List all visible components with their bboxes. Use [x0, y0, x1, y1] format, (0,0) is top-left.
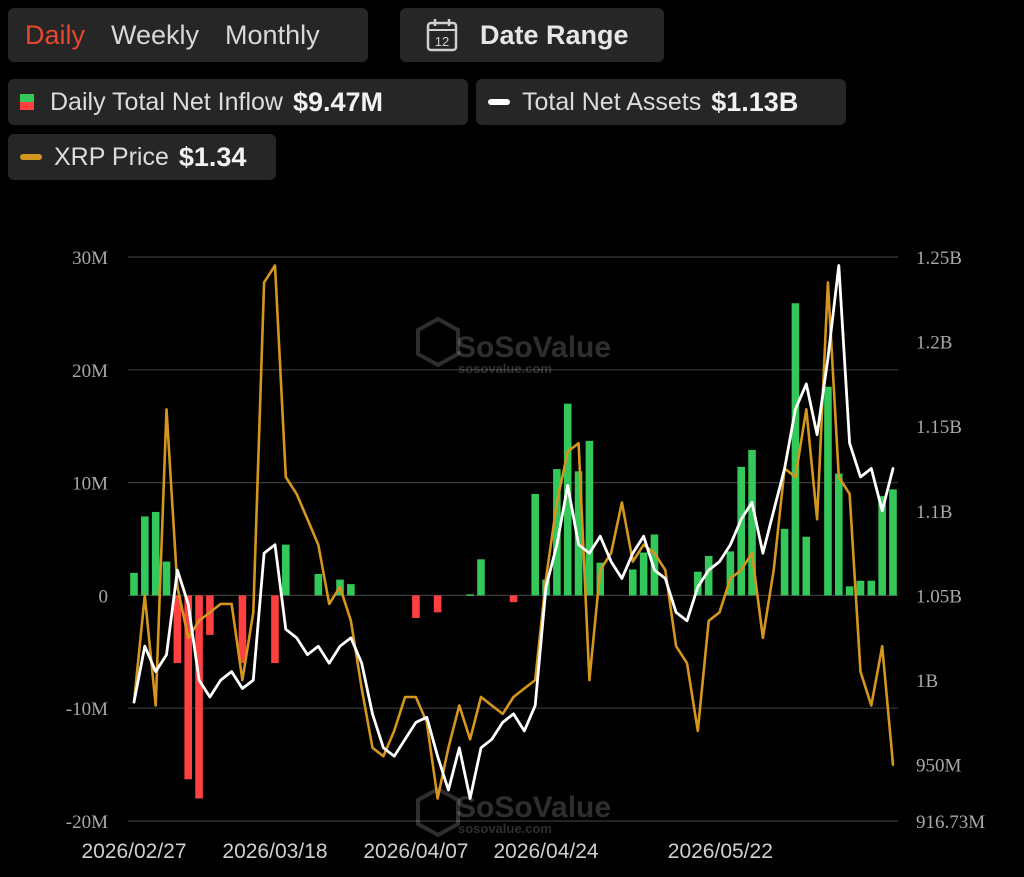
- legend-price-label: XRP Price: [54, 142, 169, 171]
- inflow-bar[interactable]: [553, 469, 561, 596]
- watermark-brand-bottom: SoSoValue: [456, 791, 611, 824]
- xrp-price-polyline[interactable]: [132, 264, 895, 800]
- right-tick-label: 1.15B: [916, 417, 962, 438]
- inflow-swatch-icon: [20, 94, 34, 110]
- inflow-bar[interactable]: [878, 496, 886, 596]
- total-net-assets-polyline[interactable]: [132, 264, 895, 800]
- inflow-bar[interactable]: [271, 595, 279, 664]
- inflow-bar[interactable]: [737, 466, 745, 596]
- inflow-bar[interactable]: [726, 551, 735, 596]
- calendar-icon: 12: [426, 19, 458, 52]
- inflow-bar[interactable]: [314, 573, 323, 596]
- inflow-bar[interactable]: [585, 440, 594, 596]
- legend-assets-value: $1.13B: [711, 86, 799, 117]
- right-tick-label: 1.25B: [916, 248, 962, 269]
- inflow-bar[interactable]: [639, 552, 648, 596]
- inflow-bar[interactable]: [889, 489, 897, 596]
- date-range-label: Date Range: [480, 19, 629, 50]
- tab-daily[interactable]: Daily: [25, 20, 86, 50]
- x-tick-label: 2026/04/07: [363, 840, 468, 863]
- left-tick-label: 20M: [72, 361, 108, 382]
- x-tick-label: 2026/05/22: [668, 840, 773, 863]
- inflow-bar[interactable]: [574, 471, 583, 596]
- inflow-bar[interactable]: [466, 594, 474, 596]
- inflow-bar[interactable]: [531, 493, 539, 596]
- x-axis: 2026/02/27 2026/03/18 2026/04/07 2026/04/24…: [81, 840, 772, 863]
- watermark: SoSoValue sosovalue.com SoSoValue sosova…: [416, 316, 611, 838]
- inflow-bar[interactable]: [856, 580, 865, 596]
- calendar-icon-day: 12: [435, 34, 449, 49]
- inflow-bar[interactable]: [694, 571, 702, 596]
- watermark-url-bottom: sosovalue.com: [458, 821, 552, 836]
- left-tick-label: 10M: [72, 474, 108, 495]
- inflow-bar[interactable]: [509, 595, 518, 603]
- right-tick-label: 1.1B: [916, 502, 952, 523]
- inflow-bar[interactable]: [238, 595, 247, 664]
- left-tick-label: -10M: [66, 699, 108, 720]
- inflow-bar[interactable]: [748, 449, 756, 596]
- x-tick-label: 2026/04/24: [493, 840, 598, 863]
- left-tick-label: 0: [99, 586, 109, 607]
- right-tick-label: 916.73M: [916, 812, 985, 833]
- period-tabs: Daily Weekly Monthly: [8, 8, 368, 62]
- right-axis: 1.25B 1.2B 1.15B 1.1B 1.05B 1B 950M 916.73M: [916, 248, 985, 833]
- total-net-assets-line: [132, 264, 895, 800]
- left-tick-label: -20M: [66, 812, 108, 833]
- inflow-bar[interactable]: [141, 516, 149, 596]
- inflow-bars: [130, 303, 897, 799]
- inflow-bar[interactable]: [412, 595, 420, 618]
- inflow-bar[interactable]: [173, 595, 182, 664]
- inflow-bar[interactable]: [824, 386, 832, 596]
- legend-daily-net-inflow[interactable]: Daily Total Net Inflow $9.47M: [8, 79, 468, 125]
- date-range-button[interactable]: 12 Date Range: [400, 8, 664, 62]
- inflow-bar[interactable]: [650, 534, 659, 596]
- inflow-bar[interactable]: [162, 561, 171, 596]
- inflow-bar[interactable]: [628, 569, 637, 596]
- watermark-url: sosovalue.com: [458, 361, 552, 376]
- tab-monthly[interactable]: Monthly: [225, 20, 320, 50]
- inflow-bar[interactable]: [206, 595, 214, 635]
- inflow-bar[interactable]: [867, 580, 876, 596]
- legend-inflow-value: $9.47M: [292, 86, 384, 117]
- watermark-logo-icon: [416, 316, 460, 368]
- inflow-bar[interactable]: [195, 595, 203, 799]
- watermark-bottom: SoSoValue sosovalue.com: [416, 786, 611, 838]
- legend-total-net-assets[interactable]: Total Net Assets $1.13B: [476, 79, 846, 125]
- legend-xrp-price[interactable]: XRP Price $1.34: [8, 134, 276, 180]
- watermark-brand: SoSoValue: [456, 331, 611, 364]
- inflow-bar[interactable]: [834, 473, 843, 596]
- inflow-bar[interactable]: [433, 595, 442, 613]
- legend-assets-label: Total Net Assets: [522, 87, 702, 116]
- inflow-bar[interactable]: [563, 403, 572, 596]
- right-tick-label: 1.05B: [916, 586, 962, 607]
- price-swatch-icon: [20, 154, 42, 160]
- x-tick-label: 2026/02/27: [81, 840, 186, 863]
- inflow-bar[interactable]: [282, 544, 290, 596]
- inflow-bar[interactable]: [151, 511, 160, 596]
- right-tick-label: 1.2B: [916, 333, 952, 354]
- xrp-price-line: [132, 264, 895, 800]
- inflow-bar[interactable]: [845, 586, 854, 596]
- right-tick-label: 950M: [916, 756, 962, 777]
- watermark-logo-icon-bottom: [416, 786, 460, 838]
- legend-inflow-label: Daily Total Net Inflow: [50, 87, 283, 116]
- inflow-chart[interactable]: SoSoValue sosovalue.com SoSoValue sosova…: [0, 230, 1024, 877]
- inflow-bar[interactable]: [184, 595, 193, 780]
- watermark-top: SoSoValue sosovalue.com: [416, 316, 611, 376]
- inflow-bar[interactable]: [477, 559, 485, 596]
- x-tick-label: 2026/03/18: [222, 840, 327, 863]
- assets-swatch-icon: [488, 99, 510, 105]
- inflow-bar[interactable]: [704, 555, 713, 596]
- inflow-bar[interactable]: [130, 572, 138, 596]
- legend-price-value: $1.34: [178, 141, 247, 172]
- left-tick-label: 30M: [72, 248, 108, 269]
- left-axis: 30M 20M 10M 0 -10M -20M: [66, 248, 108, 833]
- inflow-bar[interactable]: [347, 584, 355, 596]
- inflow-bar[interactable]: [802, 536, 811, 596]
- tab-weekly[interactable]: Weekly: [111, 20, 200, 50]
- right-tick-label: 1B: [916, 671, 938, 692]
- inflow-bar[interactable]: [791, 303, 800, 596]
- inflow-bar[interactable]: [780, 528, 789, 596]
